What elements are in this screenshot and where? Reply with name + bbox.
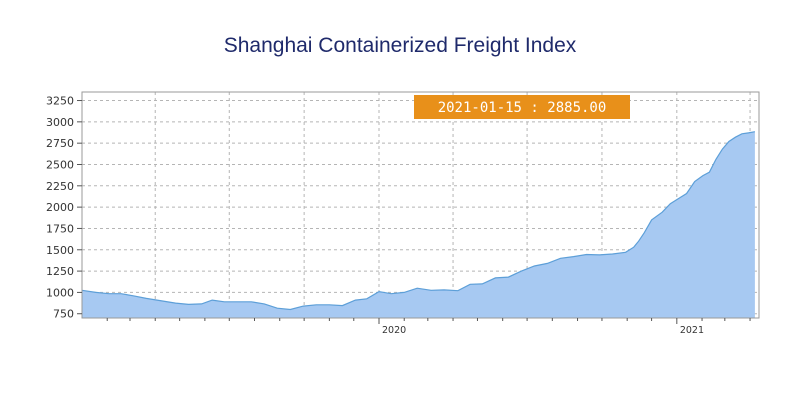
y-tick-label: 1500 <box>46 244 74 257</box>
y-tick-label: 1000 <box>46 286 74 299</box>
y-tick-label: 1250 <box>46 265 74 278</box>
freight-index-line <box>81 131 756 311</box>
tooltip-label: 2021-01-15 : 2885.00 <box>438 100 607 116</box>
y-tick-label: 2750 <box>46 137 74 150</box>
y-tick-label: 2250 <box>46 180 74 193</box>
y-tick-label: 3250 <box>46 95 74 108</box>
y-tick-label: 3000 <box>46 116 74 129</box>
value-tooltip: 2021-01-15 : 2885.00 <box>414 95 630 119</box>
x-tick-label: 2020 <box>382 325 406 336</box>
x-tick-label: 2021 <box>680 325 704 336</box>
y-tick-label: 2000 <box>46 201 74 214</box>
freight-index-area <box>82 131 755 318</box>
y-tick-label: 750 <box>53 308 74 321</box>
x-axis: 2020 2021 <box>106 318 751 336</box>
y-tick-label: 1750 <box>46 222 74 235</box>
y-axis: 750 1000 1250 1500 1750 2000 2250 2500 2750 3000 3… <box>46 95 82 321</box>
y-tick-label: 2500 <box>46 158 74 171</box>
tooltip-background <box>414 95 630 119</box>
chart-title: Shanghai Containerized Freight Index <box>223 34 577 57</box>
plot-border <box>81 91 760 319</box>
